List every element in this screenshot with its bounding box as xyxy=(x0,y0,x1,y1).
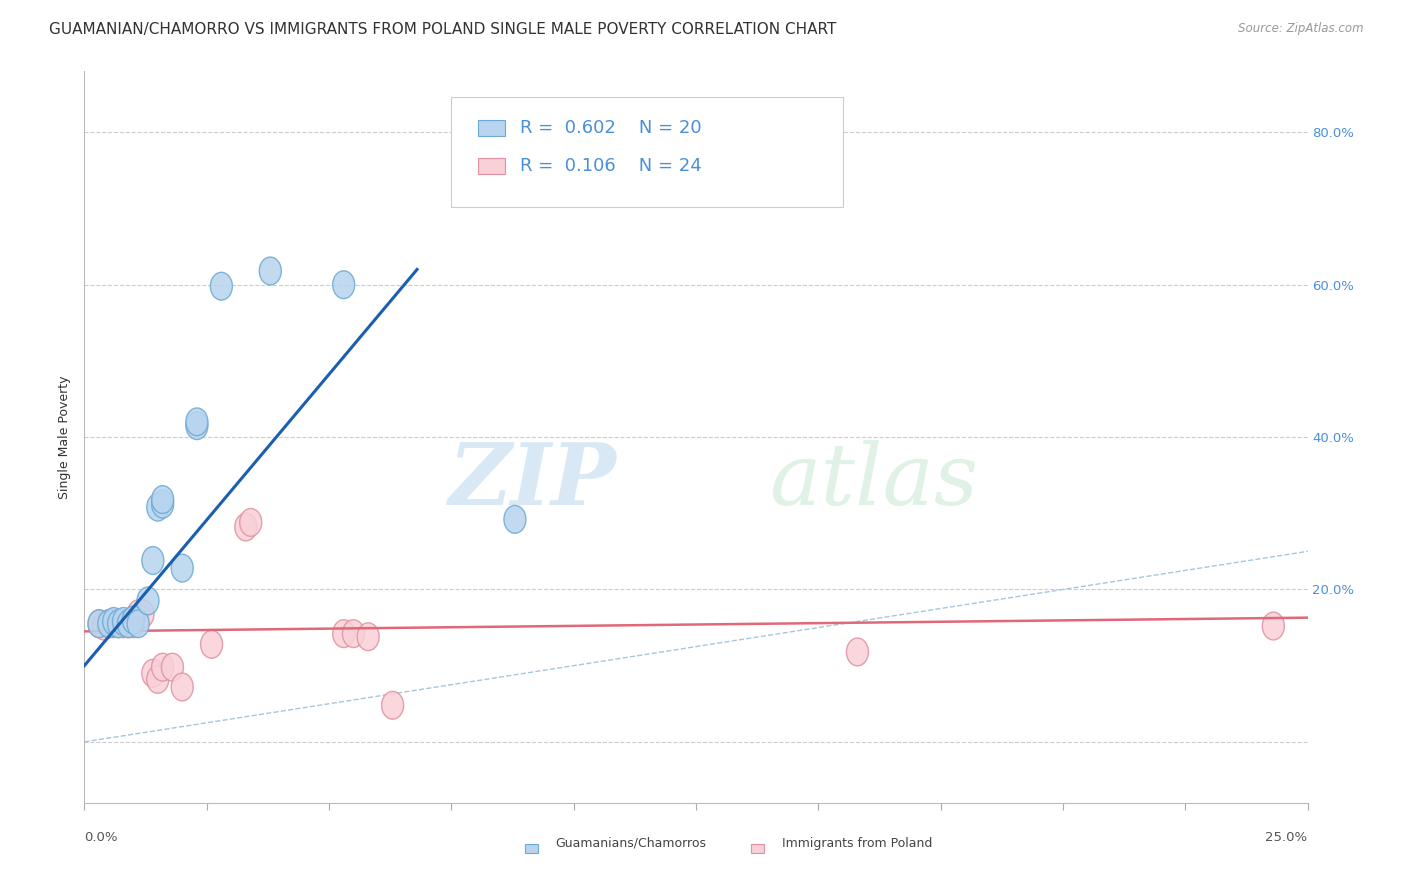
Ellipse shape xyxy=(146,493,169,521)
Ellipse shape xyxy=(98,610,120,638)
Text: R =  0.106    N = 24: R = 0.106 N = 24 xyxy=(520,158,702,176)
FancyBboxPatch shape xyxy=(478,120,505,136)
Ellipse shape xyxy=(201,631,222,658)
Ellipse shape xyxy=(108,610,129,638)
Text: ZIP: ZIP xyxy=(449,439,616,523)
Text: 0.0%: 0.0% xyxy=(84,830,118,844)
Ellipse shape xyxy=(503,506,526,533)
Ellipse shape xyxy=(1263,612,1284,640)
Ellipse shape xyxy=(127,610,149,638)
Text: Guamanians/Chamorros: Guamanians/Chamorros xyxy=(555,837,706,849)
Text: R =  0.602    N = 20: R = 0.602 N = 20 xyxy=(520,120,702,137)
Ellipse shape xyxy=(132,600,155,628)
Ellipse shape xyxy=(103,610,125,638)
Ellipse shape xyxy=(112,607,135,635)
Text: GUAMANIAN/CHAMORRO VS IMMIGRANTS FROM POLAND SINGLE MALE POVERTY CORRELATION CHA: GUAMANIAN/CHAMORRO VS IMMIGRANTS FROM PO… xyxy=(49,22,837,37)
Ellipse shape xyxy=(117,610,139,638)
Ellipse shape xyxy=(846,638,869,665)
Ellipse shape xyxy=(211,272,232,300)
Text: atlas: atlas xyxy=(769,440,979,523)
Ellipse shape xyxy=(343,620,364,648)
Ellipse shape xyxy=(122,606,145,634)
Y-axis label: Single Male Poverty: Single Male Poverty xyxy=(58,376,72,499)
Ellipse shape xyxy=(98,610,120,638)
Ellipse shape xyxy=(146,665,169,693)
Ellipse shape xyxy=(117,610,139,638)
Ellipse shape xyxy=(136,587,159,615)
Ellipse shape xyxy=(162,653,183,681)
Text: Source: ZipAtlas.com: Source: ZipAtlas.com xyxy=(1239,22,1364,36)
Ellipse shape xyxy=(186,412,208,440)
FancyBboxPatch shape xyxy=(751,844,765,854)
Ellipse shape xyxy=(186,408,208,435)
Ellipse shape xyxy=(93,612,115,640)
Ellipse shape xyxy=(152,653,174,681)
Ellipse shape xyxy=(108,610,129,638)
Ellipse shape xyxy=(152,485,174,514)
Ellipse shape xyxy=(142,659,165,687)
Ellipse shape xyxy=(112,610,135,638)
Ellipse shape xyxy=(357,623,380,650)
Text: Immigrants from Poland: Immigrants from Poland xyxy=(782,837,932,849)
Ellipse shape xyxy=(89,610,110,638)
Ellipse shape xyxy=(127,600,149,628)
Ellipse shape xyxy=(239,508,262,536)
FancyBboxPatch shape xyxy=(451,97,842,207)
Ellipse shape xyxy=(172,554,193,582)
Ellipse shape xyxy=(333,271,354,299)
Ellipse shape xyxy=(103,607,125,635)
FancyBboxPatch shape xyxy=(524,844,538,854)
Ellipse shape xyxy=(89,610,110,638)
Ellipse shape xyxy=(333,620,354,648)
Ellipse shape xyxy=(122,610,145,638)
FancyBboxPatch shape xyxy=(478,159,505,175)
Ellipse shape xyxy=(172,673,193,701)
Ellipse shape xyxy=(235,513,257,541)
Ellipse shape xyxy=(381,691,404,719)
Ellipse shape xyxy=(152,491,174,518)
Ellipse shape xyxy=(142,547,165,574)
Text: 25.0%: 25.0% xyxy=(1265,830,1308,844)
Ellipse shape xyxy=(259,257,281,285)
